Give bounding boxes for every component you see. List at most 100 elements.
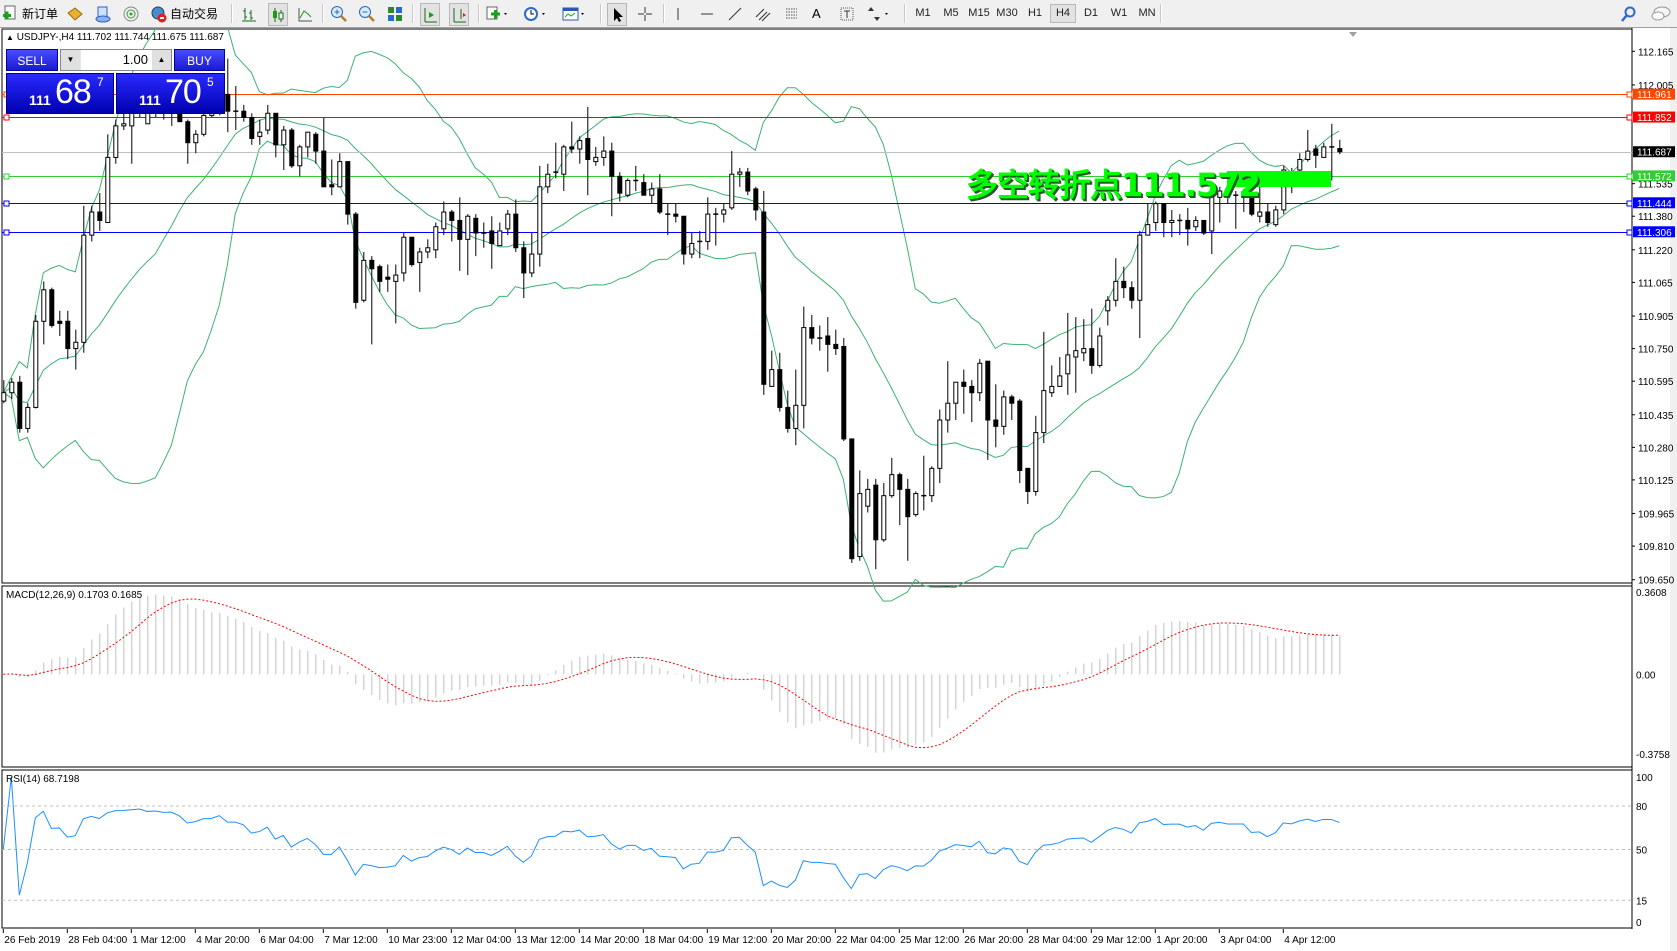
chart-window[interactable]: 112.165 112.005 111.535 111.380 111.220 111.0… <box>0 28 1677 951</box>
auto-trading-button[interactable]: 自动交易 <box>150 3 218 24</box>
candle <box>353 212 359 309</box>
templates-button[interactable] <box>561 3 587 24</box>
candle-body <box>1033 432 1039 492</box>
level-handle[interactable] <box>1626 200 1633 207</box>
candle <box>113 119 119 164</box>
search-button[interactable] <box>1620 3 1638 24</box>
arrows-tool[interactable] <box>866 3 892 24</box>
zoom-in-button[interactable] <box>330 3 348 24</box>
price-tick-label: 111.535 <box>1638 180 1673 191</box>
candle-body <box>857 493 863 558</box>
price-tick-label: 111.380 <box>1638 212 1673 223</box>
level-handle[interactable] <box>3 173 10 180</box>
candle-body <box>1153 203 1159 224</box>
level-handle[interactable] <box>1626 229 1633 236</box>
rsi-pane[interactable] <box>1 769 1633 929</box>
candle <box>993 384 999 448</box>
indicators-button[interactable] <box>484 3 510 24</box>
timeframe-h4[interactable]: H4 <box>1050 4 1076 23</box>
signal-icon <box>123 6 139 21</box>
timeframe-m30[interactable]: M30 <box>996 7 1018 19</box>
periods-button[interactable] <box>522 3 548 24</box>
pivot-highlight-box[interactable] <box>1227 171 1331 187</box>
time-label: 7 Mar 12:00 <box>324 935 378 946</box>
new-order-button[interactable]: 新订单 <box>2 3 58 24</box>
candle <box>745 167 751 196</box>
candle-body <box>809 327 815 339</box>
sell-button[interactable]: SELL <box>6 49 58 71</box>
candle-body <box>761 211 767 385</box>
navigator-button[interactable] <box>94 3 112 24</box>
candle <box>633 165 639 192</box>
candle <box>249 113 255 145</box>
candle-body <box>73 341 79 350</box>
line-chart-button[interactable] <box>296 3 314 24</box>
candlestick-chart-button[interactable] <box>268 3 288 26</box>
level-handle[interactable] <box>1626 91 1633 98</box>
collapse-arrow-icon[interactable]: ▲ <box>6 33 14 42</box>
candle-body <box>537 186 543 255</box>
candle <box>233 85 239 131</box>
chat-button[interactable] <box>1650 3 1672 24</box>
vertical-line-tool[interactable] <box>669 3 687 24</box>
candle <box>1105 296 1111 326</box>
market-watch-button[interactable] <box>66 3 84 24</box>
cursor-tool[interactable] <box>607 3 627 26</box>
timeframe-h1[interactable]: H1 <box>1027 7 1043 19</box>
timeframe-m1[interactable]: M1 <box>915 7 931 19</box>
timeframe-d1[interactable]: D1 <box>1083 7 1099 19</box>
candle-body <box>1017 400 1023 471</box>
auto-scroll-button[interactable] <box>420 3 440 26</box>
signals-button[interactable] <box>122 3 140 24</box>
crosshair-tool[interactable] <box>636 3 654 24</box>
timeframe-m5[interactable]: M5 <box>943 7 959 19</box>
lot-decrease-button[interactable]: ▼ <box>61 50 80 70</box>
zoom-out-button[interactable] <box>358 3 376 24</box>
pivot-annotation-text[interactable]: 多空转折点111.572 <box>966 166 1261 204</box>
level-handle[interactable] <box>1626 114 1633 121</box>
chart-shift-marker-icon[interactable] <box>1349 32 1357 37</box>
candle-body <box>1201 219 1207 234</box>
candle-body <box>993 419 999 427</box>
timeframe-m15[interactable]: M15 <box>968 7 990 19</box>
lot-increase-button[interactable]: ▲ <box>152 50 171 70</box>
bid-price-button[interactable]: 111 68 7 <box>6 73 114 114</box>
main-chart-pane[interactable] <box>1 28 1633 584</box>
horizontal-line-tool[interactable] <box>698 3 716 24</box>
candle-body <box>905 488 911 518</box>
lot-size-input[interactable]: 1.00 <box>81 50 152 70</box>
candle <box>737 167 743 187</box>
candle <box>945 361 951 433</box>
price-tick-label: 111.065 <box>1638 278 1673 289</box>
text-label-tool[interactable] <box>838 3 856 24</box>
bar-chart-button[interactable] <box>240 3 258 24</box>
candle <box>297 144 303 177</box>
candle <box>369 256 375 345</box>
candle <box>1121 266 1127 299</box>
candle-body <box>681 215 687 255</box>
fibonacci-tool[interactable] <box>783 3 801 24</box>
chart-shift-button[interactable] <box>449 3 469 26</box>
macd-pane[interactable] <box>1 585 1633 768</box>
level-handle[interactable] <box>3 200 10 207</box>
candle <box>1065 312 1071 395</box>
time-label: 20 Mar 20:00 <box>772 935 831 946</box>
trendline-tool[interactable] <box>726 3 744 24</box>
level-handle[interactable] <box>1626 173 1633 180</box>
ask-price-button[interactable]: 111 70 5 <box>116 73 225 114</box>
tile-windows-button[interactable] <box>386 3 404 24</box>
buy-button[interactable]: BUY <box>174 49 225 71</box>
candle-body <box>785 406 791 429</box>
timeframe-mn[interactable]: MN <box>1138 7 1156 19</box>
channel-tool[interactable] <box>754 3 772 24</box>
candle <box>545 163 551 194</box>
text-tool[interactable]: A <box>812 3 821 24</box>
candle <box>897 472 903 526</box>
candle-body <box>889 474 895 497</box>
candle-body <box>1273 209 1279 226</box>
candle <box>1185 207 1191 246</box>
level-handle[interactable] <box>3 114 10 121</box>
timeframe-w1[interactable]: W1 <box>1110 7 1128 19</box>
level-handle[interactable] <box>3 229 10 236</box>
candle-body <box>33 320 39 408</box>
